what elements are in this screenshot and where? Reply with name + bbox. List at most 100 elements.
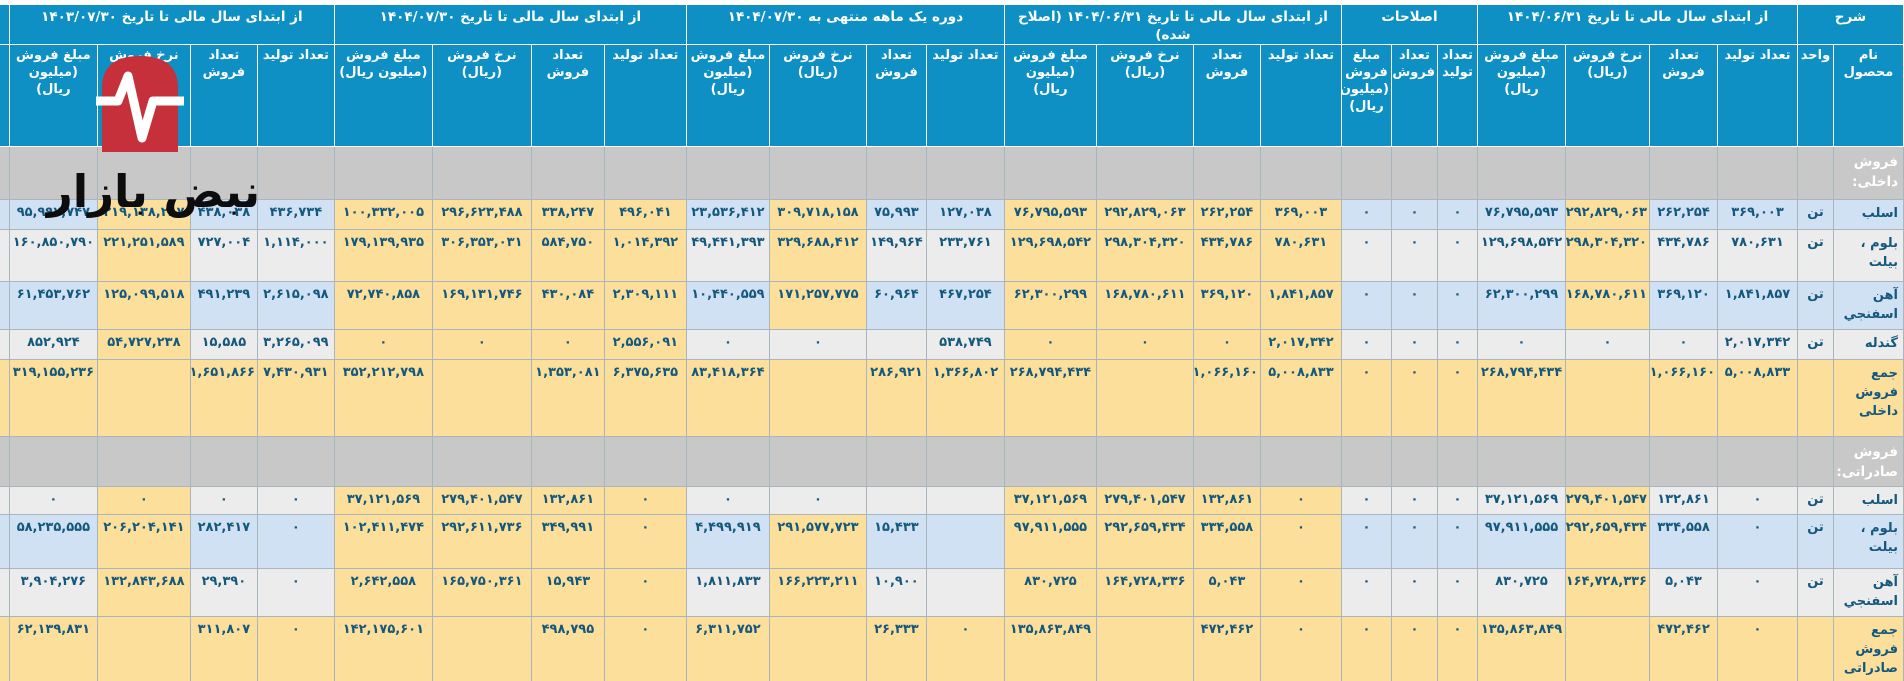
section-label-cell: فروش داخلی: <box>1833 146 1904 201</box>
value-cell: ۰ <box>1390 359 1438 438</box>
section-blank-cell <box>1003 146 1097 201</box>
value-cell: ۷۸۰,۶۳۱ <box>1717 229 1798 283</box>
section-header-row: فروش داخلی: <box>0 146 1904 201</box>
value-cell: ۱,۳۵۳,۰۸۱ <box>530 359 605 438</box>
section-blank-cell <box>189 436 258 488</box>
section-blank-cell <box>603 146 687 201</box>
value-cell: ۰ <box>1436 359 1478 438</box>
value-cell: ۲۹۱,۵۷۷,۷۲۳ <box>768 514 867 570</box>
section-blank-cell <box>685 436 770 488</box>
product-name-cell: اسلب <box>1833 199 1904 231</box>
value-cell: ۰ <box>1390 616 1438 681</box>
section-blank-cell <box>1095 146 1194 201</box>
value-cell: ۷۲,۷۴۰,۸۵۸ <box>333 281 433 331</box>
section-blank-cell <box>256 436 335 488</box>
value-cell: ۶۲,۳۰۰,۲۹۹ <box>1476 281 1567 331</box>
value-cell: ۰ <box>1003 329 1097 361</box>
value-cell: ۰ <box>685 486 770 516</box>
value-cell: ۲,۰۱۷,۳۴۲ <box>1259 329 1342 361</box>
column-header-cell: مبلغ فروش (میلیون ریال) <box>685 44 770 148</box>
column-header-cell: تعداد فروش <box>1192 44 1261 148</box>
column-header-cell: تعداد فروش <box>189 44 258 148</box>
value-cell: ۳۳۴,۵۵۸ <box>1192 514 1261 570</box>
value-cell: ۰ <box>256 616 335 681</box>
value-cell: ۱۷۹,۱۳۹,۹۳۵ <box>333 229 433 283</box>
value-cell: ۰ <box>1095 329 1194 361</box>
group-header-cell: دوره یک ماهه منتهی به ۱۴۰۴/۰۷/۳۰ <box>685 3 1005 46</box>
value-cell: ۲۷۹,۴۰۱,۵۴۷ <box>431 486 532 516</box>
unit-cell <box>1797 359 1834 438</box>
value-cell: ۱۴۹,۹۶۴ <box>865 229 927 283</box>
value-cell <box>865 486 927 516</box>
value-cell: ۸۳,۴۱۸,۳۶۴ <box>685 359 770 438</box>
value-cell: ۲۹۶,۶۲۳,۴۸۸ <box>431 199 532 231</box>
value-cell: ۹۷,۹۱۱,۵۵۵ <box>1003 514 1097 570</box>
value-cell: ۸۵۲,۹۲۴ <box>8 329 98 361</box>
value-cell: ۱۲۹,۶۹۸,۵۴۲ <box>1003 229 1097 283</box>
value-cell: ۰ <box>1436 514 1478 570</box>
value-cell: ۰ <box>1340 359 1392 438</box>
value-cell: ۲۹۲,۶۱۱,۷۳۶ <box>431 514 532 570</box>
product-row: گندله تن ۲,۰۱۷,۳۴۲ ۰ ۰ ۰ ۰ ۰ ۰ ۲,۰۱۷,۳۴۲ ۰ ۰ ۰ ۵۳۸,۷۴… <box>0 329 1904 361</box>
value-cell: ۰ <box>925 616 1005 681</box>
section-blank-cell <box>8 146 98 201</box>
section-blank-cell <box>96 436 191 488</box>
value-cell: ۴,۴۹۹,۹۱۹ <box>685 514 770 570</box>
value-cell: ۱۳۲,۸۴۳,۶۸۸ <box>96 568 191 618</box>
value-cell: ۰ <box>1390 486 1438 516</box>
value-cell: ۰ <box>431 329 532 361</box>
value-cell: ۲,۵۵۶,۰۹۱ <box>603 329 687 361</box>
value-cell: ۲۸۶,۹۲۱ <box>865 359 927 438</box>
clipped-column-header-cell <box>0 44 10 148</box>
value-cell: ۲,۶۱۵,۰۹۸ <box>256 281 335 331</box>
section-blank-cell <box>1565 146 1650 201</box>
section-blank-cell <box>685 146 770 201</box>
value-cell: ۵,۰۰۸,۸۳۳ <box>1717 359 1798 438</box>
value-cell: ۰ <box>256 486 335 516</box>
value-cell: ۰ <box>1717 616 1798 681</box>
value-cell: ۵۳۸,۷۴۹ <box>925 329 1005 361</box>
section-blank-cell <box>431 436 532 488</box>
value-cell: ۳۰۶,۳۵۳,۰۳۱ <box>431 229 532 283</box>
section-label-cell: فروش صادراتی: <box>1833 436 1904 488</box>
value-cell: ۴۹۶,۰۴۱ <box>603 199 687 231</box>
value-cell: ۶۲,۳۰۰,۲۹۹ <box>1003 281 1097 331</box>
value-cell: ۱,۸۱۱,۸۳۳ <box>685 568 770 618</box>
column-header-cell: نرخ فروش (ریال) <box>96 44 191 148</box>
group-header-cell: از ابتدای سال مالی تا تاریخ ۱۴۰۴/۰۷/۳۰ <box>333 3 687 46</box>
column-header-cell: تعداد تولید <box>1717 44 1798 148</box>
value-cell: ۰ <box>1476 329 1567 361</box>
product-name-header-cell: نام محصول <box>1833 44 1904 148</box>
value-cell: ۰ <box>1259 514 1342 570</box>
value-cell: ۱۰۰,۳۳۲,۰۰۵ <box>333 199 433 231</box>
value-cell: ۰ <box>1717 514 1798 570</box>
product-row: اسلب تن ۰ ۱۳۲,۸۶۱ ۲۷۹,۴۰۱,۵۴۷ ۳۷,۱۲۱,۵۶۹ ۰ ۰ ۰ ۰ ۱… <box>0 486 1904 516</box>
total-row: جمع فروش صادراتی ۰ ۴۷۲,۴۶۲ ۱۳۵,۸۶۳,۸۴۹ ۰ ۰ ۰ ۰ ۴… <box>0 616 1904 681</box>
value-cell: ۰ <box>1436 281 1478 331</box>
value-cell: ۰ <box>1390 514 1438 570</box>
value-cell: ۱۶۸,۷۸۰,۶۱۱ <box>1095 281 1194 331</box>
value-cell: ۱,۶۵۱,۸۶۶ <box>189 359 258 438</box>
section-blank-cell <box>333 146 433 201</box>
value-cell: ۱۳۵,۸۶۳,۸۴۹ <box>1476 616 1567 681</box>
value-cell: ۲۸۲,۴۱۷ <box>189 514 258 570</box>
section-blank-cell <box>1717 146 1798 201</box>
value-cell <box>431 359 532 438</box>
value-cell: ۵,۰۴۳ <box>1649 568 1718 618</box>
unit-cell: تن <box>1797 281 1834 331</box>
value-cell: ۷۲۷,۰۰۴ <box>189 229 258 283</box>
section-blank-cell <box>1797 436 1834 488</box>
column-header-cell: تعداد تولید <box>256 44 335 148</box>
value-cell: ۳۶۹,۱۲۰ <box>1192 281 1261 331</box>
column-header-cell: مبلغ فروش (میلیون ریال) <box>333 44 433 148</box>
value-cell: ۳۰۹,۷۱۸,۱۵۸ <box>768 199 867 231</box>
section-blank-cell <box>768 436 867 488</box>
value-cell: ۴۳۴,۷۸۶ <box>1649 229 1718 283</box>
value-cell: ۱۶۹,۱۳۱,۷۴۶ <box>431 281 532 331</box>
value-cell <box>925 486 1005 516</box>
value-cell: ۶,۳۱۱,۷۵۲ <box>685 616 770 681</box>
section-blank-cell <box>1649 436 1718 488</box>
value-cell: ۲۶۸,۷۹۴,۴۳۴ <box>1003 359 1097 438</box>
value-cell: ۲۹۲,۶۵۹,۴۳۴ <box>1095 514 1194 570</box>
value-cell <box>1095 359 1194 438</box>
